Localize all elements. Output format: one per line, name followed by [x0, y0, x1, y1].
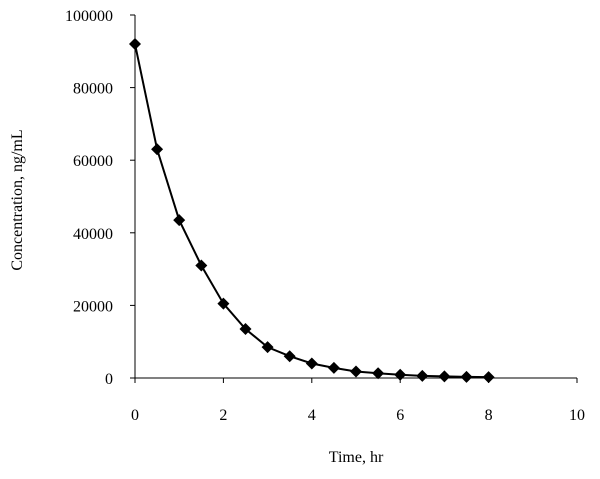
data-point: [482, 371, 495, 384]
data-line: [134, 43, 489, 379]
y-axis-title: Concentration, ng/mL: [9, 129, 26, 270]
y-tick-label: 60000: [73, 153, 113, 170]
y-tick-label: 40000: [73, 226, 113, 243]
data-point: [460, 370, 473, 383]
data-point: [195, 259, 208, 272]
data-point: [350, 365, 362, 378]
data-point: [217, 297, 230, 310]
data-point: [283, 350, 296, 363]
y-tick-label: 0: [105, 371, 113, 388]
x-tick-label: 6: [396, 407, 404, 424]
data-point: [372, 367, 385, 380]
data-point: [416, 369, 429, 382]
data-point: [151, 143, 164, 156]
data-point: [394, 368, 407, 381]
y-tick-label: 20000: [73, 298, 113, 315]
data-point: [305, 357, 318, 370]
y-tick-label: 100000: [65, 8, 113, 25]
x-tick-label: 10: [569, 407, 585, 424]
data-point: [438, 370, 451, 383]
data-point: [261, 341, 274, 354]
x-tick-label: 8: [485, 407, 493, 424]
x-axis-title: Time, hr: [329, 449, 384, 466]
x-tick-label: 4: [308, 407, 316, 424]
x-tick-label: 0: [131, 407, 139, 424]
y-tick-label: 80000: [73, 81, 113, 98]
data-point: [173, 214, 186, 227]
data-point: [327, 361, 340, 374]
data-point: [239, 322, 252, 335]
data-point: [129, 38, 141, 51]
x-tick-label: 2: [219, 407, 227, 424]
